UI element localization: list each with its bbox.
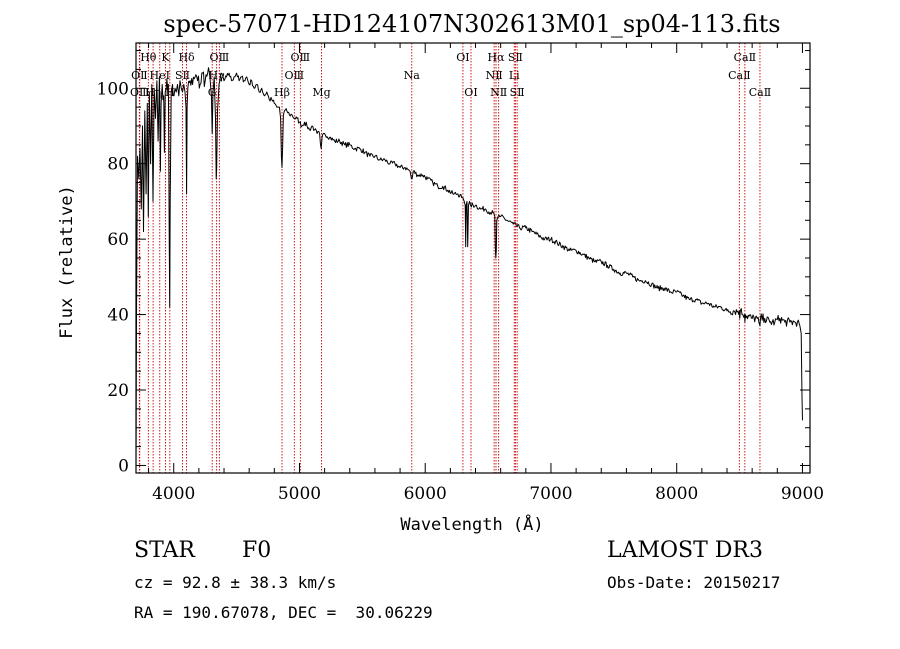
line-marker-label: OⅢ — [210, 51, 230, 64]
line-marker-label: Hγ — [209, 69, 226, 82]
x-tick-label: 5000 — [278, 484, 321, 504]
x-tick-label: 9000 — [781, 484, 824, 504]
x-tick-label: 6000 — [404, 484, 447, 504]
line-marker-label: CaⅡ — [749, 86, 771, 99]
spectrum-line — [135, 67, 803, 466]
y-axis-label: Flux (relative) — [57, 185, 77, 339]
tick-marks: 4000 5000 6000 7000 8000 9000 0 20 40 60 80 100 — [97, 43, 824, 504]
x-axis-label: Wavelength (Å) — [400, 513, 543, 535]
line-marker-label: NⅡ — [486, 69, 503, 82]
line-marker-label: SⅡ — [510, 86, 525, 99]
y-tick-label: 80 — [107, 155, 129, 175]
line-marker-label: Hα — [487, 51, 505, 64]
line-marker-label: OⅢ — [291, 51, 311, 64]
x-tick-label: 4000 — [152, 484, 195, 504]
line-marker-label: Hδ — [178, 51, 195, 64]
obs-date: Obs-Date: 20150217 — [607, 573, 781, 592]
y-tick-label: 0 — [118, 456, 129, 476]
line-marker-label: Li — [509, 69, 520, 82]
line-marker-label: NⅡ — [490, 86, 507, 99]
line-marker-label: CaⅡ — [728, 69, 750, 82]
line-marker-label: K — [161, 51, 170, 64]
line-marker-label: Hθ — [140, 51, 157, 64]
x-tick-label: 8000 — [655, 484, 698, 504]
y-tick-label: 60 — [107, 230, 129, 250]
object-subclass: F0 — [242, 538, 272, 563]
line-marker-label: H — [165, 86, 175, 99]
y-tick-label: 40 — [107, 306, 129, 326]
y-tick-label: 20 — [107, 381, 129, 401]
axes — [135, 42, 811, 474]
y-tick-label: 100 — [97, 79, 129, 99]
line-marker-label: OⅢ — [284, 69, 304, 82]
line-marker-label: Mg — [312, 86, 330, 99]
redshift-readout: cz = 92.8 ± 38.3 km/s — [134, 573, 337, 592]
line-marker-label: OⅠ — [456, 51, 469, 64]
plot-frame — [135, 42, 811, 474]
line-marker-label: CaⅡ — [734, 51, 756, 64]
object-class: STAR — [134, 538, 195, 563]
survey-name: LAMOST DR3 — [607, 538, 763, 563]
spectrum-series — [135, 67, 803, 466]
line-marker-label: SⅡ — [508, 51, 523, 64]
line-marker-label: OⅠ — [464, 86, 477, 99]
line-marker-label: Hβ — [274, 86, 290, 99]
chart-title: spec-57071-HD124107N302613M01_sp04-113.f… — [163, 10, 780, 38]
line-marker-label: G — [208, 86, 217, 99]
line-marker-label: OⅡ — [131, 69, 148, 82]
line-marker-label: OⅢ — [130, 86, 150, 99]
emission-line-markers: OⅡOⅢHθHηHeⅠKHSⅡHδGHγOⅢHβOⅢOⅢMgNaOⅠOⅠNⅡHα… — [130, 43, 771, 473]
x-tick-label: 7000 — [529, 484, 572, 504]
line-marker-label: HeⅠ — [150, 69, 170, 82]
line-marker-label: SⅡ — [175, 69, 190, 82]
line-marker-label: Na — [404, 69, 421, 82]
coordinates: RA = 190.67078, DEC = 30.06229 — [134, 603, 433, 622]
